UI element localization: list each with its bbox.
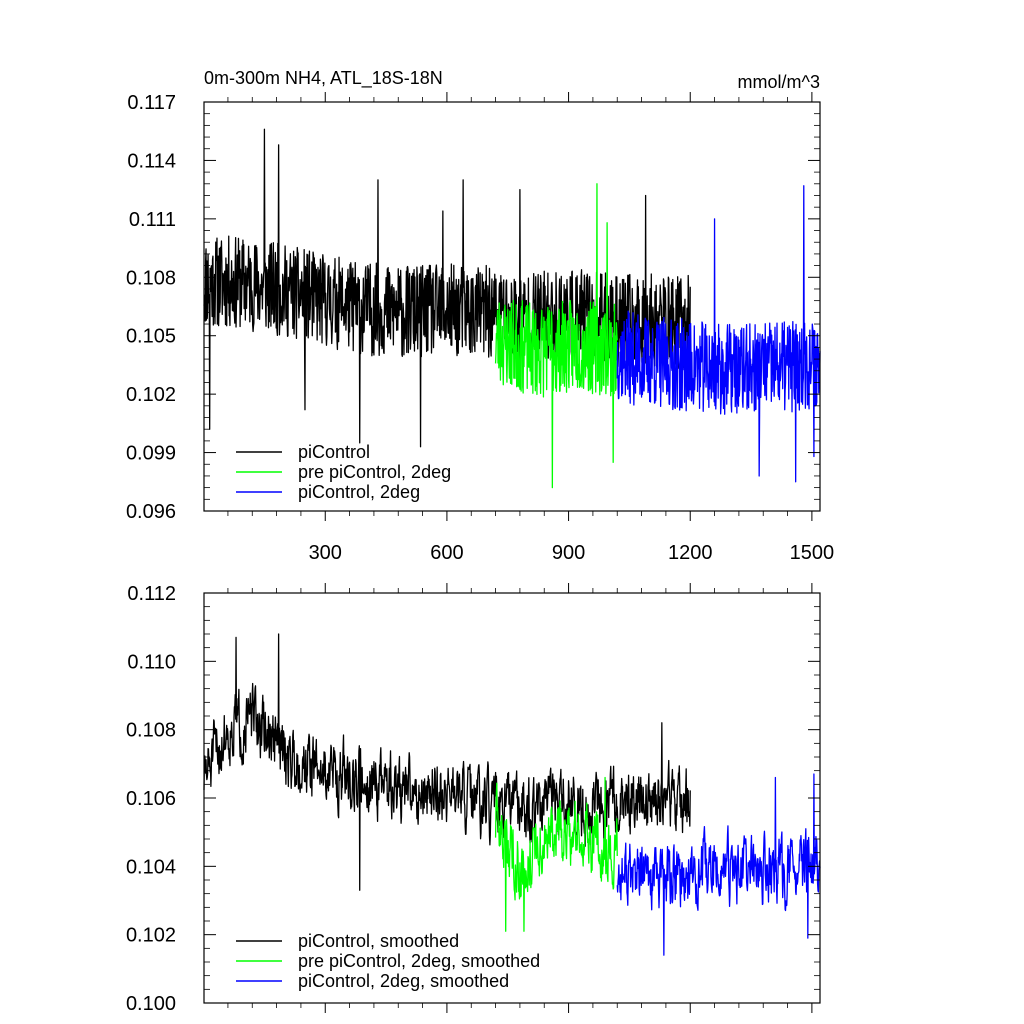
legend-label: piControl, 2deg, smoothed: [298, 971, 509, 991]
x-tick-label: 300: [309, 542, 342, 564]
y-tick-label: 0.108: [126, 267, 176, 289]
series-line-1: [203, 128, 691, 448]
top-axis-ticks: 0.096 0.099 0.102 0.105 0.108 0.111 0.114 0.117…: [126, 92, 834, 564]
legend-label: pre piControl, 2deg, smoothed: [298, 951, 540, 971]
top-series-lines: [203, 128, 821, 489]
series-line-3: [616, 185, 821, 483]
y-tick-label: 0.114: [127, 150, 176, 172]
x-tick-label: 900: [552, 542, 585, 564]
units-label: mmol/m^3: [738, 72, 820, 92]
legend-label: piControl, smoothed: [298, 931, 459, 951]
y-tick-label: 0.108: [126, 720, 176, 742]
legend-label: pre piControl, 2deg: [298, 462, 451, 482]
y-tick-label: 0.110: [127, 651, 176, 673]
y-tick-label: 0.117: [127, 92, 176, 114]
y-tick-label: 0.104: [126, 856, 176, 878]
top-panel: 0m-300m NH4, ATL_18S-18N mmol/m^3 0.0960…: [126, 68, 834, 564]
legend-label: piControl: [298, 442, 370, 462]
bottom-axis-ticks: 0.100 0.102 0.104 0.106 0.108 0.110 0.112: [126, 583, 820, 1015]
y-tick-label: 0.100: [126, 993, 176, 1015]
y-tick-label: 0.111: [129, 209, 176, 231]
series-line-2: [494, 776, 618, 932]
y-tick-label: 0.105: [126, 326, 176, 348]
x-tick-label: 600: [430, 542, 463, 564]
x-tick-label: 1500: [790, 542, 835, 564]
series-line-1: [203, 633, 691, 891]
bottom-series-lines: [203, 633, 821, 956]
y-tick-label: 0.106: [126, 788, 176, 810]
bottom-panel: 0.100 0.102 0.104 0.106 0.108 0.110 0.112 piCo…: [126, 583, 821, 1015]
series-line-3: [616, 773, 821, 956]
top-plot-frame: [203, 101, 821, 512]
y-tick-label: 0.099: [126, 443, 176, 465]
y-tick-label: 0.096: [126, 501, 176, 523]
chart-title: 0m-300m NH4, ATL_18S-18N: [204, 68, 443, 89]
legend-label: piControl, 2deg: [298, 482, 420, 502]
series-line-2: [494, 183, 618, 489]
y-tick-label: 0.102: [126, 384, 176, 406]
y-tick-label: 0.102: [126, 925, 176, 947]
y-tick-label: 0.112: [127, 583, 176, 605]
x-tick-label: 1200: [668, 542, 713, 564]
